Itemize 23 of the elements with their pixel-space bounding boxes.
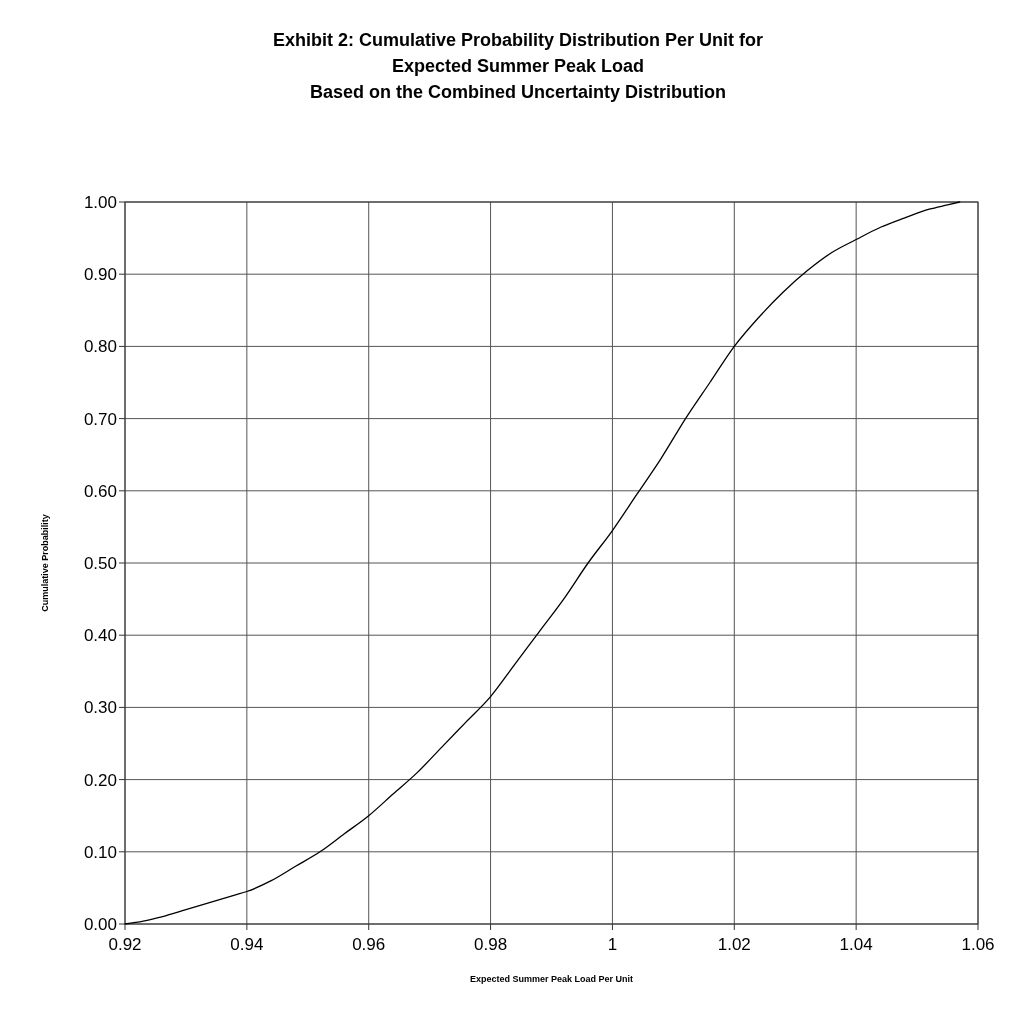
y-tick-label: 0.00 — [83, 914, 117, 934]
chart-subtitle: Based on the Combined Uncertainty Distribution — [309, 82, 727, 102]
x-tick-label: 1.04 — [839, 935, 873, 954]
y-tick-label: 0.80 — [83, 337, 117, 357]
x-tick-label: 0.92 — [108, 935, 142, 954]
x-tick-label: 1.02 — [717, 935, 751, 954]
x-tick-label: 0.94 — [230, 935, 264, 954]
y-tick-label: 0.70 — [83, 409, 117, 429]
x-tick-label: 1.06 — [961, 935, 995, 954]
x-tick-label: 0.98 — [474, 935, 508, 954]
y-tick-label: 1.00 — [83, 192, 117, 212]
x-axis-title: Expected Summer Peak Load Per Unit — [469, 974, 634, 984]
y-tick-label: 0.40 — [83, 626, 117, 646]
y-tick-label: 0.60 — [83, 481, 117, 501]
x-tick-label: 0.96 — [352, 935, 386, 954]
y-tick-label: 0.50 — [83, 553, 117, 573]
x-tick-label: 1 — [607, 935, 618, 954]
chart-title: Exhibit 2: Cumulative Probability Distribution Per Unit for Expected Summer Peak Load — [272, 30, 764, 76]
y-axis-title: Cumulative Probability — [40, 514, 50, 612]
y-tick-label: 0.30 — [83, 698, 117, 718]
y-tick-label: 0.20 — [83, 770, 117, 790]
y-tick-label: 0.90 — [83, 265, 117, 285]
y-tick-label: 0.10 — [83, 842, 117, 862]
